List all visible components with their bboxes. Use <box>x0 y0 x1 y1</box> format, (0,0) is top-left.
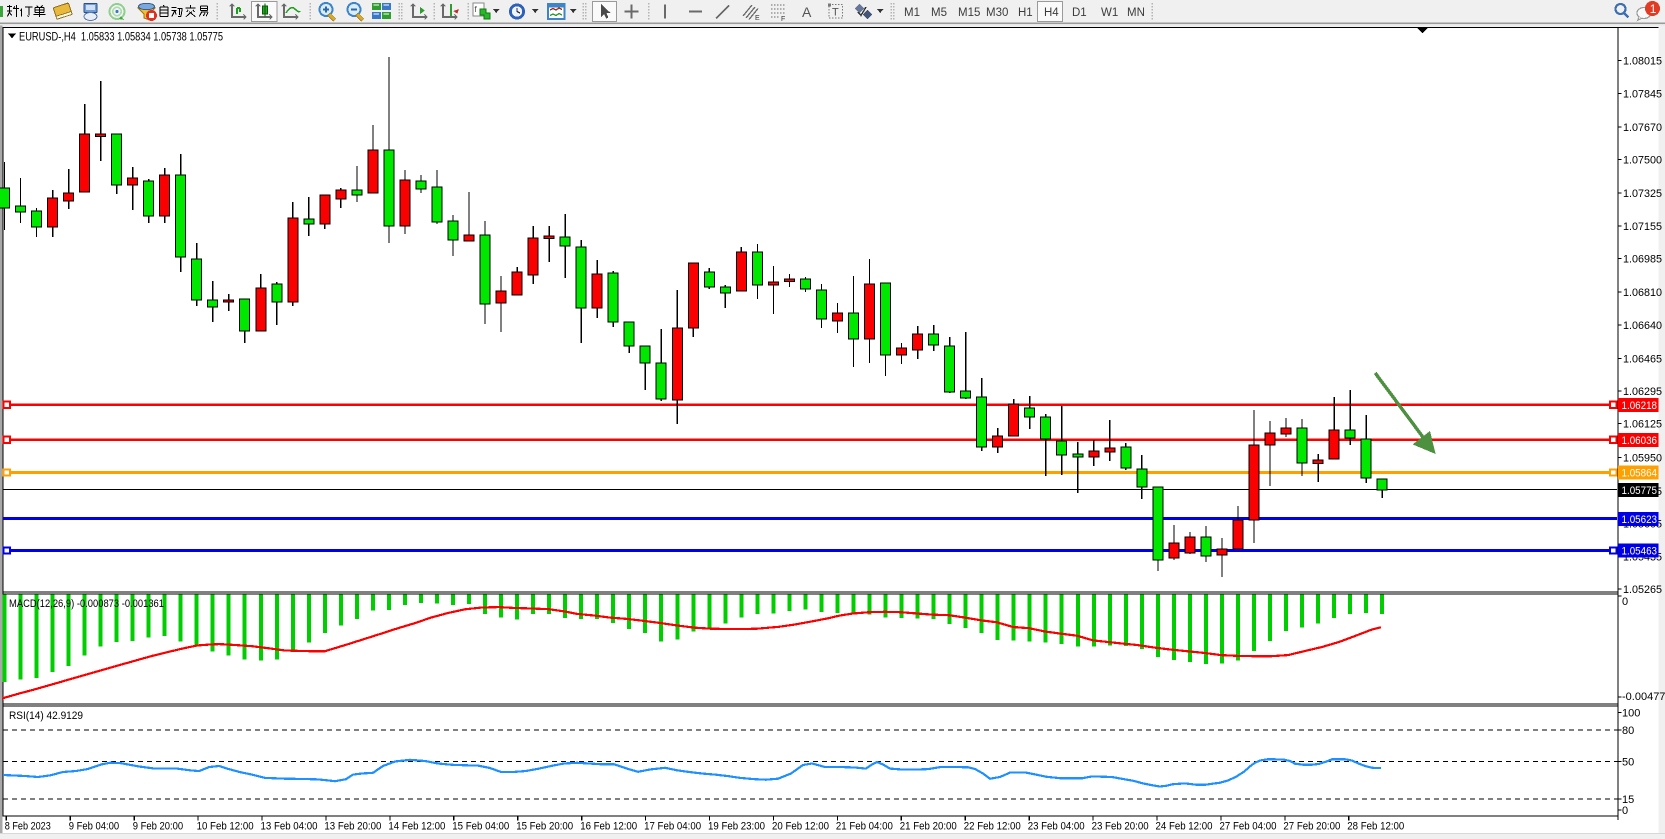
svg-text:M5: M5 <box>931 7 947 19</box>
svg-text:1.07155: 1.07155 <box>1623 221 1662 233</box>
svg-text:-0.00477: -0.00477 <box>1622 691 1665 703</box>
svg-text:F: F <box>781 16 785 23</box>
svg-text:EURUSD-,H4 1.05833 1.05834 1.: EURUSD-,H4 1.05833 1.05834 1.05738 1.057… <box>19 30 223 44</box>
svg-text:MACD(12,26,9) -0.000873 -0.001: MACD(12,26,9) -0.000873 -0.001361 <box>9 598 164 610</box>
svg-text:MN: MN <box>1127 7 1145 19</box>
svg-text:23 Feb 04:00: 23 Feb 04:00 <box>1028 821 1085 833</box>
svg-text:f: f <box>475 5 478 14</box>
svg-text:15 Feb 20:00: 15 Feb 20:00 <box>516 821 573 833</box>
svg-text:23 Feb 20:00: 23 Feb 20:00 <box>1092 821 1149 833</box>
svg-text:8 Feb 2023: 8 Feb 2023 <box>5 821 51 833</box>
svg-text:M15: M15 <box>958 7 980 19</box>
svg-text:W1: W1 <box>1101 7 1118 19</box>
svg-text:19 Feb 23:00: 19 Feb 23:00 <box>708 821 765 833</box>
svg-text:9 Feb 04:00: 9 Feb 04:00 <box>69 821 120 833</box>
svg-text:27 Feb 20:00: 27 Feb 20:00 <box>1283 821 1340 833</box>
svg-text:M30: M30 <box>986 7 1008 19</box>
svg-text:1.06640: 1.06640 <box>1623 320 1662 332</box>
svg-text:24 Feb 12:00: 24 Feb 12:00 <box>1156 821 1213 833</box>
svg-text:1.07670: 1.07670 <box>1623 122 1662 134</box>
svg-text:1.06125: 1.06125 <box>1623 419 1662 431</box>
svg-text:0: 0 <box>1622 805 1628 817</box>
svg-text:22 Feb 12:00: 22 Feb 12:00 <box>964 821 1021 833</box>
svg-text:1.06465: 1.06465 <box>1623 353 1662 365</box>
svg-text:14 Feb 12:00: 14 Feb 12:00 <box>388 821 445 833</box>
svg-text:16 Feb 12:00: 16 Feb 12:00 <box>580 821 637 833</box>
svg-text:13 Feb 04:00: 13 Feb 04:00 <box>261 821 318 833</box>
svg-text:13 Feb 20:00: 13 Feb 20:00 <box>324 821 381 833</box>
svg-text:M1: M1 <box>904 7 920 19</box>
svg-text:28 Feb 12:00: 28 Feb 12:00 <box>1347 821 1404 833</box>
svg-text:1.08015: 1.08015 <box>1623 56 1662 68</box>
svg-text:1: 1 <box>1650 2 1657 16</box>
svg-text:9 Feb 20:00: 9 Feb 20:00 <box>133 821 184 833</box>
svg-text:D1: D1 <box>1072 7 1087 19</box>
svg-text:0: 0 <box>1622 596 1628 608</box>
svg-text:1.06295: 1.06295 <box>1623 386 1662 398</box>
svg-text:1.05265: 1.05265 <box>1623 584 1662 596</box>
svg-text:1.06810: 1.06810 <box>1623 287 1662 299</box>
svg-text:E: E <box>755 15 760 22</box>
svg-text:1.07500: 1.07500 <box>1623 155 1662 167</box>
svg-text:1.07845: 1.07845 <box>1623 88 1662 100</box>
svg-text:1.06985: 1.06985 <box>1623 254 1662 266</box>
svg-text:21 Feb 20:00: 21 Feb 20:00 <box>900 821 957 833</box>
svg-text:20 Feb 12:00: 20 Feb 12:00 <box>772 821 829 833</box>
svg-text:1.05463: 1.05463 <box>1622 546 1658 558</box>
svg-text:1.06218: 1.06218 <box>1622 400 1658 412</box>
svg-text:50: 50 <box>1622 756 1634 768</box>
svg-text:1.07325: 1.07325 <box>1623 188 1662 200</box>
svg-text:H4: H4 <box>1044 7 1059 19</box>
svg-text:80: 80 <box>1622 725 1634 737</box>
svg-text:1.05950: 1.05950 <box>1623 452 1662 464</box>
svg-text:1.05623: 1.05623 <box>1622 514 1658 526</box>
svg-text:RSI(14) 42.9129: RSI(14) 42.9129 <box>9 710 83 722</box>
svg-text:100: 100 <box>1622 708 1640 720</box>
svg-text:10 Feb 12:00: 10 Feb 12:00 <box>197 821 254 833</box>
svg-text:17 Feb 04:00: 17 Feb 04:00 <box>644 821 701 833</box>
svg-text:1.05775: 1.05775 <box>1622 485 1658 497</box>
svg-text:15 Feb 04:00: 15 Feb 04:00 <box>452 821 509 833</box>
svg-text:27 Feb 04:00: 27 Feb 04:00 <box>1220 821 1277 833</box>
svg-text:21 Feb 04:00: 21 Feb 04:00 <box>836 821 893 833</box>
svg-text:1.06036: 1.06036 <box>1622 435 1658 447</box>
svg-text:T: T <box>832 7 839 19</box>
svg-text:H1: H1 <box>1018 7 1033 19</box>
svg-text:1.05864: 1.05864 <box>1622 468 1658 480</box>
svg-text:15: 15 <box>1622 794 1634 806</box>
svg-text:A: A <box>802 4 812 20</box>
